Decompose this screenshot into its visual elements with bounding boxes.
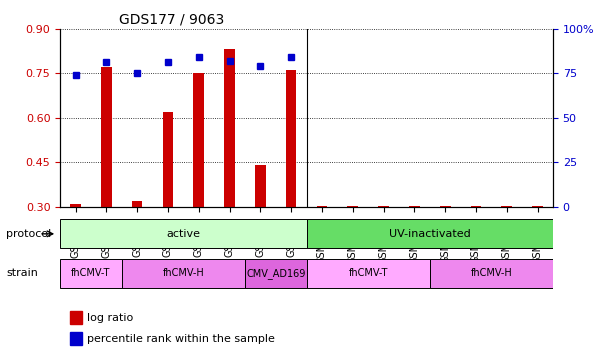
Text: UV-inactivated: UV-inactivated (389, 229, 471, 239)
Bar (183, 29, 214, 207)
Bar (70, 311, 82, 324)
Bar (460, 29, 491, 207)
Bar (337, 29, 368, 207)
Bar (347, 206, 358, 207)
Bar (101, 67, 112, 207)
FancyBboxPatch shape (60, 258, 121, 288)
Text: protocol: protocol (6, 229, 51, 239)
Bar (162, 112, 173, 207)
Text: log ratio: log ratio (87, 312, 133, 323)
Bar (91, 29, 121, 207)
Bar (132, 201, 142, 207)
Bar (285, 70, 296, 207)
Bar (276, 29, 307, 207)
Bar (522, 29, 553, 207)
Bar (501, 206, 512, 207)
Bar (60, 29, 91, 207)
Bar (430, 29, 460, 207)
FancyBboxPatch shape (245, 258, 307, 288)
FancyBboxPatch shape (307, 219, 553, 248)
Bar (153, 29, 183, 207)
FancyBboxPatch shape (121, 258, 245, 288)
Bar (317, 206, 328, 207)
Text: CMV_AD169: CMV_AD169 (246, 268, 305, 278)
FancyBboxPatch shape (430, 258, 553, 288)
Bar (440, 206, 451, 207)
FancyBboxPatch shape (60, 219, 307, 248)
Bar (70, 204, 81, 207)
Bar (255, 165, 266, 207)
Text: percentile rank within the sample: percentile rank within the sample (87, 334, 275, 344)
Bar (245, 29, 276, 207)
Bar (194, 73, 204, 207)
Bar (224, 49, 235, 207)
Bar (378, 206, 389, 207)
Bar (409, 206, 419, 207)
Text: fhCMV-T: fhCMV-T (349, 268, 388, 278)
Bar (471, 206, 481, 207)
Bar (121, 29, 153, 207)
Bar (307, 29, 337, 207)
Bar (214, 29, 245, 207)
FancyBboxPatch shape (307, 258, 430, 288)
Text: GDS177 / 9063: GDS177 / 9063 (119, 12, 225, 26)
Bar (532, 206, 543, 207)
Bar (491, 29, 522, 207)
Bar (368, 29, 399, 207)
Bar (399, 29, 430, 207)
Text: fhCMV-H: fhCMV-H (471, 268, 512, 278)
Text: active: active (166, 229, 200, 239)
Text: strain: strain (6, 268, 38, 278)
Bar (70, 332, 82, 346)
Text: fhCMV-T: fhCMV-T (71, 268, 111, 278)
Text: fhCMV-H: fhCMV-H (162, 268, 204, 278)
